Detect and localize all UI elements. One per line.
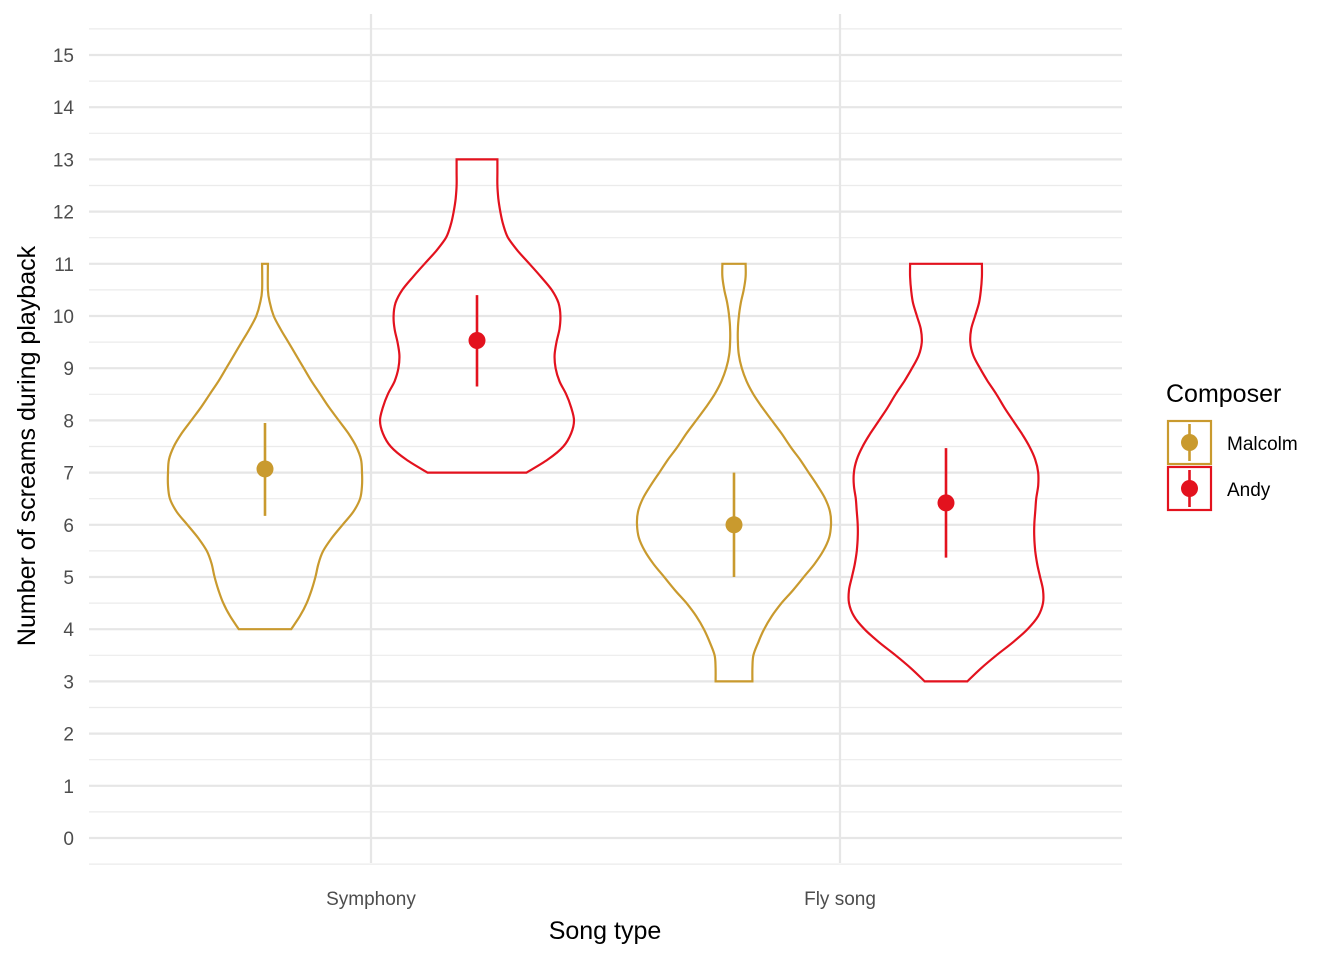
legend-key-point xyxy=(1181,480,1198,497)
legend-key-malcolm xyxy=(1166,419,1213,466)
legend-key-andy xyxy=(1166,465,1213,512)
x-tick-labels: Symphony Fly song xyxy=(326,889,876,910)
violin-malcolm xyxy=(166,262,364,631)
legend-label-andy: Andy xyxy=(1227,480,1271,501)
violin-plots xyxy=(166,158,1045,683)
violin-andy xyxy=(378,158,576,474)
mean-point xyxy=(468,332,486,350)
mean-point xyxy=(937,494,955,512)
y-tick-label: 1 xyxy=(63,777,74,798)
y-tick-label: 7 xyxy=(63,464,74,485)
mean-point xyxy=(256,460,274,478)
y-tick-label: 5 xyxy=(63,568,74,589)
mean-point xyxy=(725,516,743,534)
violin-malcolm xyxy=(635,262,833,683)
y-tick-label: 13 xyxy=(53,150,74,171)
y-tick-label: 11 xyxy=(54,255,74,276)
y-tick-label: 0 xyxy=(63,829,74,850)
y-tick-label: 14 xyxy=(53,98,75,119)
y-tick-label: 12 xyxy=(53,203,74,224)
y-tick-label: 15 xyxy=(53,46,74,67)
y-tick-label: 9 xyxy=(63,359,74,380)
grid-lines xyxy=(89,14,1122,865)
x-tick-label: Fly song xyxy=(804,889,876,910)
y-tick-label: 2 xyxy=(63,725,74,746)
x-axis-title: Song type xyxy=(549,917,662,945)
legend-label-malcolm: Malcolm xyxy=(1227,434,1298,455)
legend: Composer Malcolm Andy xyxy=(1166,380,1298,512)
y-tick-label: 3 xyxy=(63,672,74,693)
y-tick-label: 6 xyxy=(63,516,74,537)
y-tick-label: 4 xyxy=(63,620,74,641)
violin-andy xyxy=(847,262,1045,683)
legend-key-point xyxy=(1181,434,1198,451)
x-tick-label: Symphony xyxy=(326,889,416,910)
y-axis-title: Number of screams during playback xyxy=(13,245,41,646)
legend-title: Composer xyxy=(1166,380,1281,408)
y-tick-label: 8 xyxy=(63,411,74,432)
y-tick-label: 10 xyxy=(53,307,74,328)
